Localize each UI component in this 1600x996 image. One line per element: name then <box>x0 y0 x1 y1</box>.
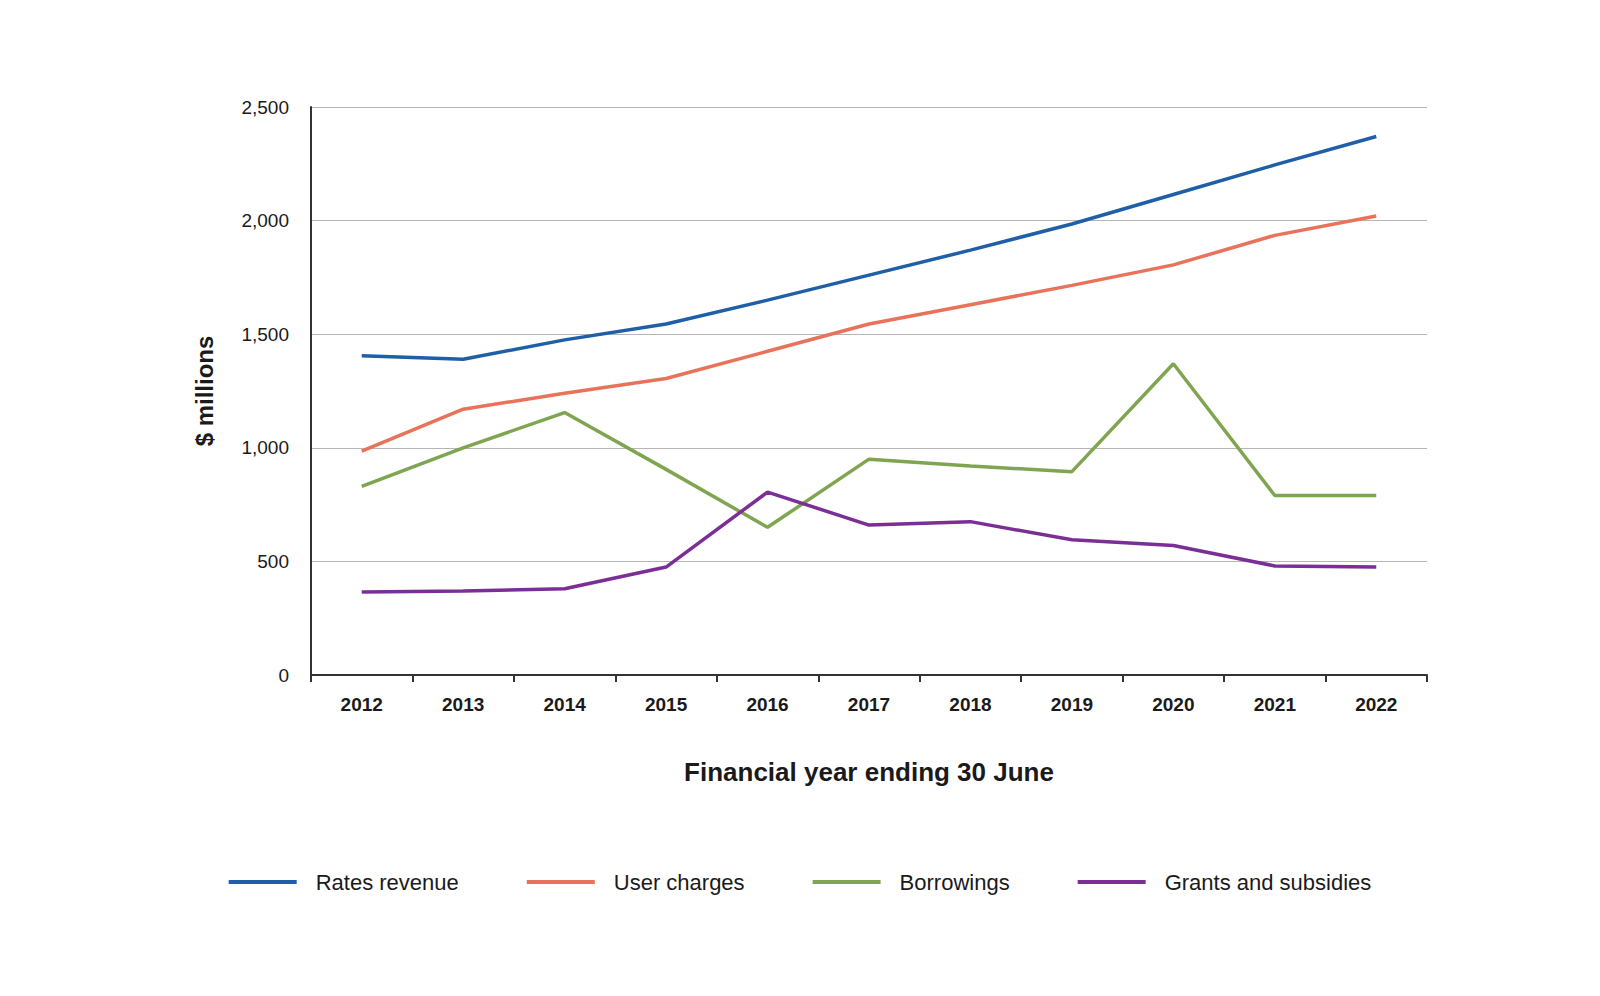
svg-text:Borrowings: Borrowings <box>900 870 1010 895</box>
svg-text:2,000: 2,000 <box>241 210 289 231</box>
svg-text:2,500: 2,500 <box>241 97 289 118</box>
svg-text:Financial year ending 30 June: Financial year ending 30 June <box>684 757 1054 787</box>
svg-text:500: 500 <box>257 551 289 572</box>
svg-text:2020: 2020 <box>1152 694 1194 715</box>
svg-text:0: 0 <box>278 665 289 686</box>
svg-text:2017: 2017 <box>848 694 890 715</box>
svg-text:$ millions: $ millions <box>191 336 218 447</box>
svg-text:2022: 2022 <box>1355 694 1397 715</box>
svg-text:2018: 2018 <box>949 694 991 715</box>
svg-text:1,000: 1,000 <box>241 437 289 458</box>
svg-text:2014: 2014 <box>543 694 586 715</box>
svg-text:2019: 2019 <box>1051 694 1093 715</box>
svg-text:2012: 2012 <box>341 694 383 715</box>
svg-text:2015: 2015 <box>645 694 688 715</box>
svg-text:2013: 2013 <box>442 694 484 715</box>
svg-text:2016: 2016 <box>746 694 788 715</box>
svg-text:Grants and subsidies: Grants and subsidies <box>1165 870 1372 895</box>
svg-text:User charges: User charges <box>614 870 745 895</box>
svg-text:2021: 2021 <box>1254 694 1297 715</box>
svg-text:1,500: 1,500 <box>241 324 289 345</box>
svg-text:Rates revenue: Rates revenue <box>316 870 459 895</box>
